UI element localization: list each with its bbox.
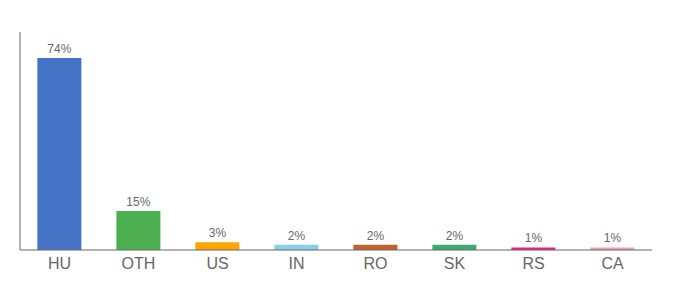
svg-text:IN: IN bbox=[289, 255, 305, 272]
svg-text:1%: 1% bbox=[604, 231, 622, 245]
svg-text:RO: RO bbox=[364, 255, 388, 272]
svg-text:2%: 2% bbox=[446, 229, 464, 243]
svg-text:74%: 74% bbox=[47, 42, 71, 56]
svg-text:2%: 2% bbox=[288, 229, 306, 243]
svg-text:1%: 1% bbox=[525, 231, 543, 245]
svg-text:2%: 2% bbox=[367, 229, 385, 243]
svg-text:SK: SK bbox=[444, 255, 466, 272]
svg-text:15%: 15% bbox=[126, 195, 150, 209]
svg-text:HU: HU bbox=[48, 255, 71, 272]
svg-text:3%: 3% bbox=[209, 226, 227, 240]
svg-text:RS: RS bbox=[522, 255, 544, 272]
svg-text:OTH: OTH bbox=[122, 255, 156, 272]
svg-text:CA: CA bbox=[601, 255, 624, 272]
svg-text:US: US bbox=[206, 255, 228, 272]
